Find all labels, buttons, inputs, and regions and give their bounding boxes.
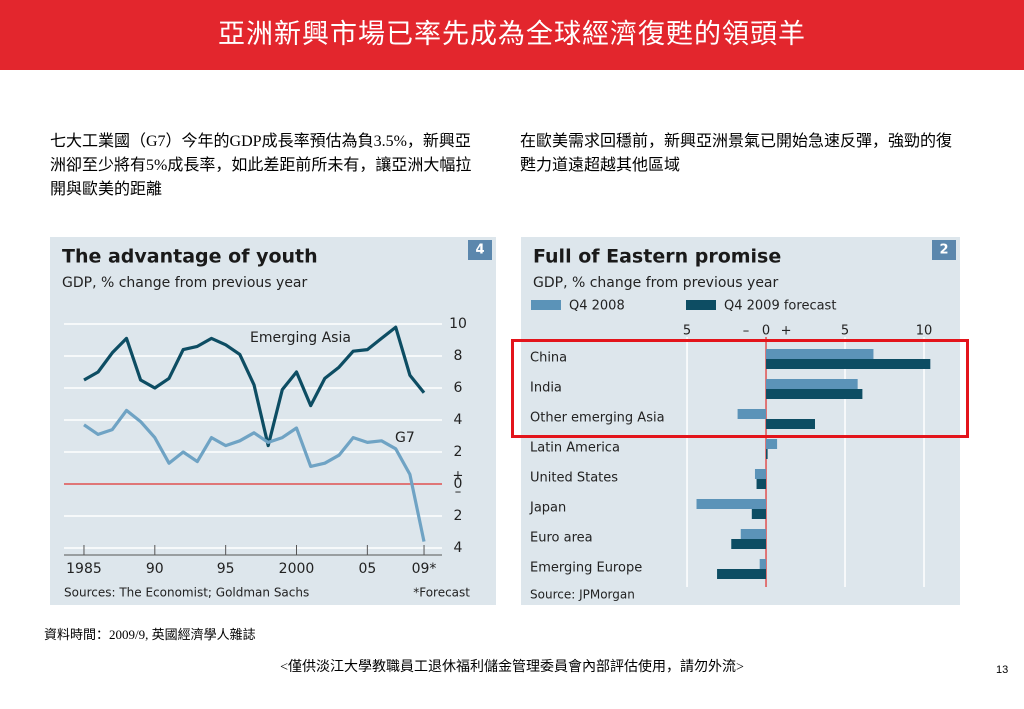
x-tick-label: 09* xyxy=(412,561,437,577)
y-tick-label: 2 xyxy=(454,508,463,524)
bar xyxy=(766,439,778,449)
bar xyxy=(740,529,767,539)
bar xyxy=(766,419,815,429)
line-series xyxy=(83,325,426,448)
bar xyxy=(766,349,874,359)
note: *Forecast xyxy=(413,586,470,600)
line-series xyxy=(83,408,426,542)
slide-title: 亞洲新興市場已率先成為全球經濟復甦的領頭羊 xyxy=(218,19,806,50)
category-label: Japan xyxy=(529,501,566,516)
y-tick-label: 4 xyxy=(454,540,463,556)
x-tick-label: 1985 xyxy=(66,561,102,577)
bar xyxy=(717,569,767,579)
y-tick-label: 0 xyxy=(454,476,463,492)
bar xyxy=(754,469,767,479)
sign-label: + xyxy=(781,324,792,339)
badge-label: 4 xyxy=(475,243,484,258)
x-tick-label: 05 xyxy=(358,561,376,577)
x-tick-label: 0 xyxy=(762,324,770,339)
page-number: 13 xyxy=(996,664,1009,676)
legend-swatch xyxy=(531,300,561,310)
bar xyxy=(766,449,768,459)
x-tick-label: 5 xyxy=(841,324,849,339)
y-tick-label: 4 xyxy=(454,412,463,428)
category-label: Other emerging Asia xyxy=(530,411,665,426)
category-label: United States xyxy=(530,471,618,486)
y-tick-label: 10 xyxy=(449,316,467,332)
bar xyxy=(756,479,767,489)
sign-label: – xyxy=(743,324,750,339)
left-text: 七大工業國（G7）今年的GDP成長率預估為負3.5%，新興亞洲卻至少將有5%成長… xyxy=(50,133,472,198)
chart-subtitle: GDP, % change from previous year xyxy=(62,275,308,291)
category-label: China xyxy=(530,351,567,366)
legend-label: Q4 2009 forecast xyxy=(724,299,836,314)
category-label: Latin America xyxy=(530,441,620,456)
x-tick-label: 10 xyxy=(916,324,933,339)
chart-title: The advantage of youth xyxy=(62,246,318,268)
bar xyxy=(696,499,767,509)
y-tick-label: 6 xyxy=(454,380,463,396)
category-label: Euro area xyxy=(530,531,593,546)
y-tick-label: 2 xyxy=(454,444,463,460)
category-label: India xyxy=(530,381,562,396)
x-tick-label: 95 xyxy=(217,561,235,577)
chart: Full of Eastern promise GDP, % change fro… xyxy=(521,237,960,605)
highlight-box xyxy=(511,339,969,438)
sign-label: + xyxy=(453,469,464,484)
badge-label: 2 xyxy=(939,243,948,258)
sign-label: – xyxy=(455,485,462,500)
chart-subtitle: GDP, % change from previous year xyxy=(533,275,779,291)
legend-swatch xyxy=(686,300,716,310)
bar xyxy=(766,379,858,389)
bar xyxy=(751,509,767,519)
bar xyxy=(731,539,767,549)
x-tick-label: 2000 xyxy=(279,561,315,577)
chart-title: Full of Eastern promise xyxy=(533,246,781,268)
right-text: 在歐美需求回穩前，新興亞洲景氣已開始急速反彈，強勁的復甦力道遠超越其他區域 xyxy=(520,133,953,174)
legend-label: Q4 2008 xyxy=(569,299,625,314)
x-tick-label: 90 xyxy=(146,561,164,577)
badge xyxy=(932,240,956,260)
bar xyxy=(766,359,931,369)
source: Sources: The Economist; Goldman Sachs xyxy=(64,586,309,600)
source: Source: JPMorgan xyxy=(530,588,635,602)
bar xyxy=(737,409,767,419)
bar xyxy=(759,559,767,569)
badge xyxy=(468,240,492,260)
header-bar: 亞洲新興市場已率先成為全球經濟復甦的領頭羊 xyxy=(0,0,1024,70)
series-label: G7 xyxy=(395,430,415,446)
chart: The advantage of youth GDP, % change from… xyxy=(50,237,496,605)
footer-source: 資料時間：2009/9, 英國經濟學人雜誌 xyxy=(44,627,256,642)
y-tick-label: 8 xyxy=(454,348,463,364)
x-tick-label: 5 xyxy=(683,324,691,339)
series-label: Emerging Asia xyxy=(250,330,351,346)
bar xyxy=(766,389,863,399)
category-label: Emerging Europe xyxy=(530,561,642,576)
footer-note: <僅供淡江大學教職員工退休福利儲金管理委員會內部評估使用，請勿外流> xyxy=(280,660,744,675)
